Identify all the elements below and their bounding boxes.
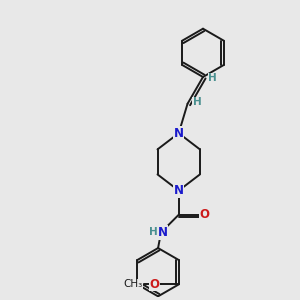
Text: N: N: [174, 184, 184, 197]
Text: H: H: [208, 74, 217, 83]
Text: H: H: [149, 227, 158, 237]
Text: O: O: [150, 278, 160, 291]
Text: N: N: [158, 226, 167, 239]
Text: CH₃: CH₃: [123, 279, 142, 289]
Text: H: H: [193, 97, 201, 107]
Text: N: N: [174, 127, 184, 140]
Text: O: O: [199, 208, 209, 221]
